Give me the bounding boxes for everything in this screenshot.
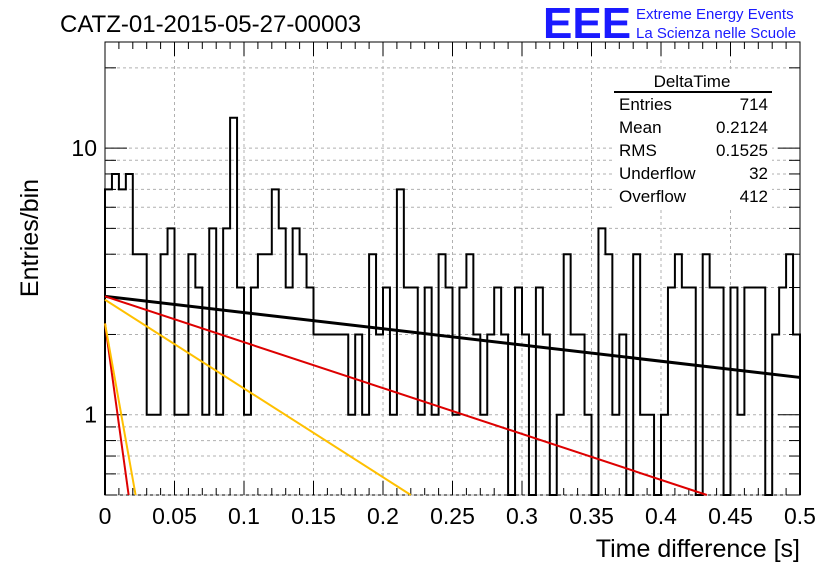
logo-subtitle-2: La Scienza nelle Scuole [636, 25, 796, 42]
y-tick-labels: 1 10 [71, 135, 97, 428]
x-tick-label: 0.4 [645, 503, 677, 529]
y-axis-label: Entries/bin [16, 179, 44, 297]
stats-row-value: 32 [749, 164, 768, 183]
x-tick-label: 0.1 [228, 503, 260, 529]
stats-row-label: Mean [619, 118, 662, 137]
stats-title: DeltaTime [654, 72, 731, 91]
stats-box: DeltaTime Entries 714 Mean 0.2124 RMS 0.1525 U… [612, 70, 772, 210]
fit-line [104, 298, 412, 496]
x-tick-label: 0.5 [784, 503, 816, 529]
histogram-series [104, 116, 801, 496]
stats-row-value: 0.1525 [716, 141, 768, 160]
stats-rows: Entries 714 Mean 0.2124 RMS 0.1525 Underflow 32… [619, 95, 768, 206]
stats-row-label: Entries [619, 95, 672, 114]
y-tick-label: 1 [84, 402, 97, 428]
stats-row-label: RMS [619, 141, 657, 160]
stats-row-value: 0.2124 [716, 118, 768, 137]
x-tick-label: 0 [99, 503, 112, 529]
stats-row-label: Overflow [619, 187, 687, 206]
eee-logo: EEE [543, 0, 631, 48]
axis-ticks [104, 42, 801, 496]
x-tick-label: 0.3 [506, 503, 538, 529]
x-tick-label: 0.35 [569, 503, 614, 529]
stats-row-value: 714 [740, 95, 768, 114]
x-tick-label: 0.05 [152, 503, 197, 529]
x-tick-labels: 0 0.05 0.1 0.15 0.2 0.25 0.3 0.35 0.4 0.45 0.5 [99, 503, 816, 529]
fit-line [104, 323, 137, 496]
stats-row-value: 412 [740, 187, 768, 206]
stats-row-label: Underflow [619, 164, 696, 183]
fit-lines [104, 294, 801, 496]
logo-subtitle-1: Extreme Energy Events [636, 6, 794, 23]
fit-line [104, 323, 130, 496]
x-tick-label: 0.15 [291, 503, 336, 529]
x-tick-label: 0.2 [367, 503, 399, 529]
run-title: CATZ-01-2015-05-27-00003 [60, 11, 361, 38]
x-tick-label: 0.25 [430, 503, 475, 529]
x-axis-label: Time difference [s] [596, 535, 800, 563]
y-tick-label: 10 [71, 135, 97, 161]
x-tick-label: 0.45 [708, 503, 753, 529]
fit-line [104, 295, 708, 496]
fit-line [104, 294, 801, 379]
